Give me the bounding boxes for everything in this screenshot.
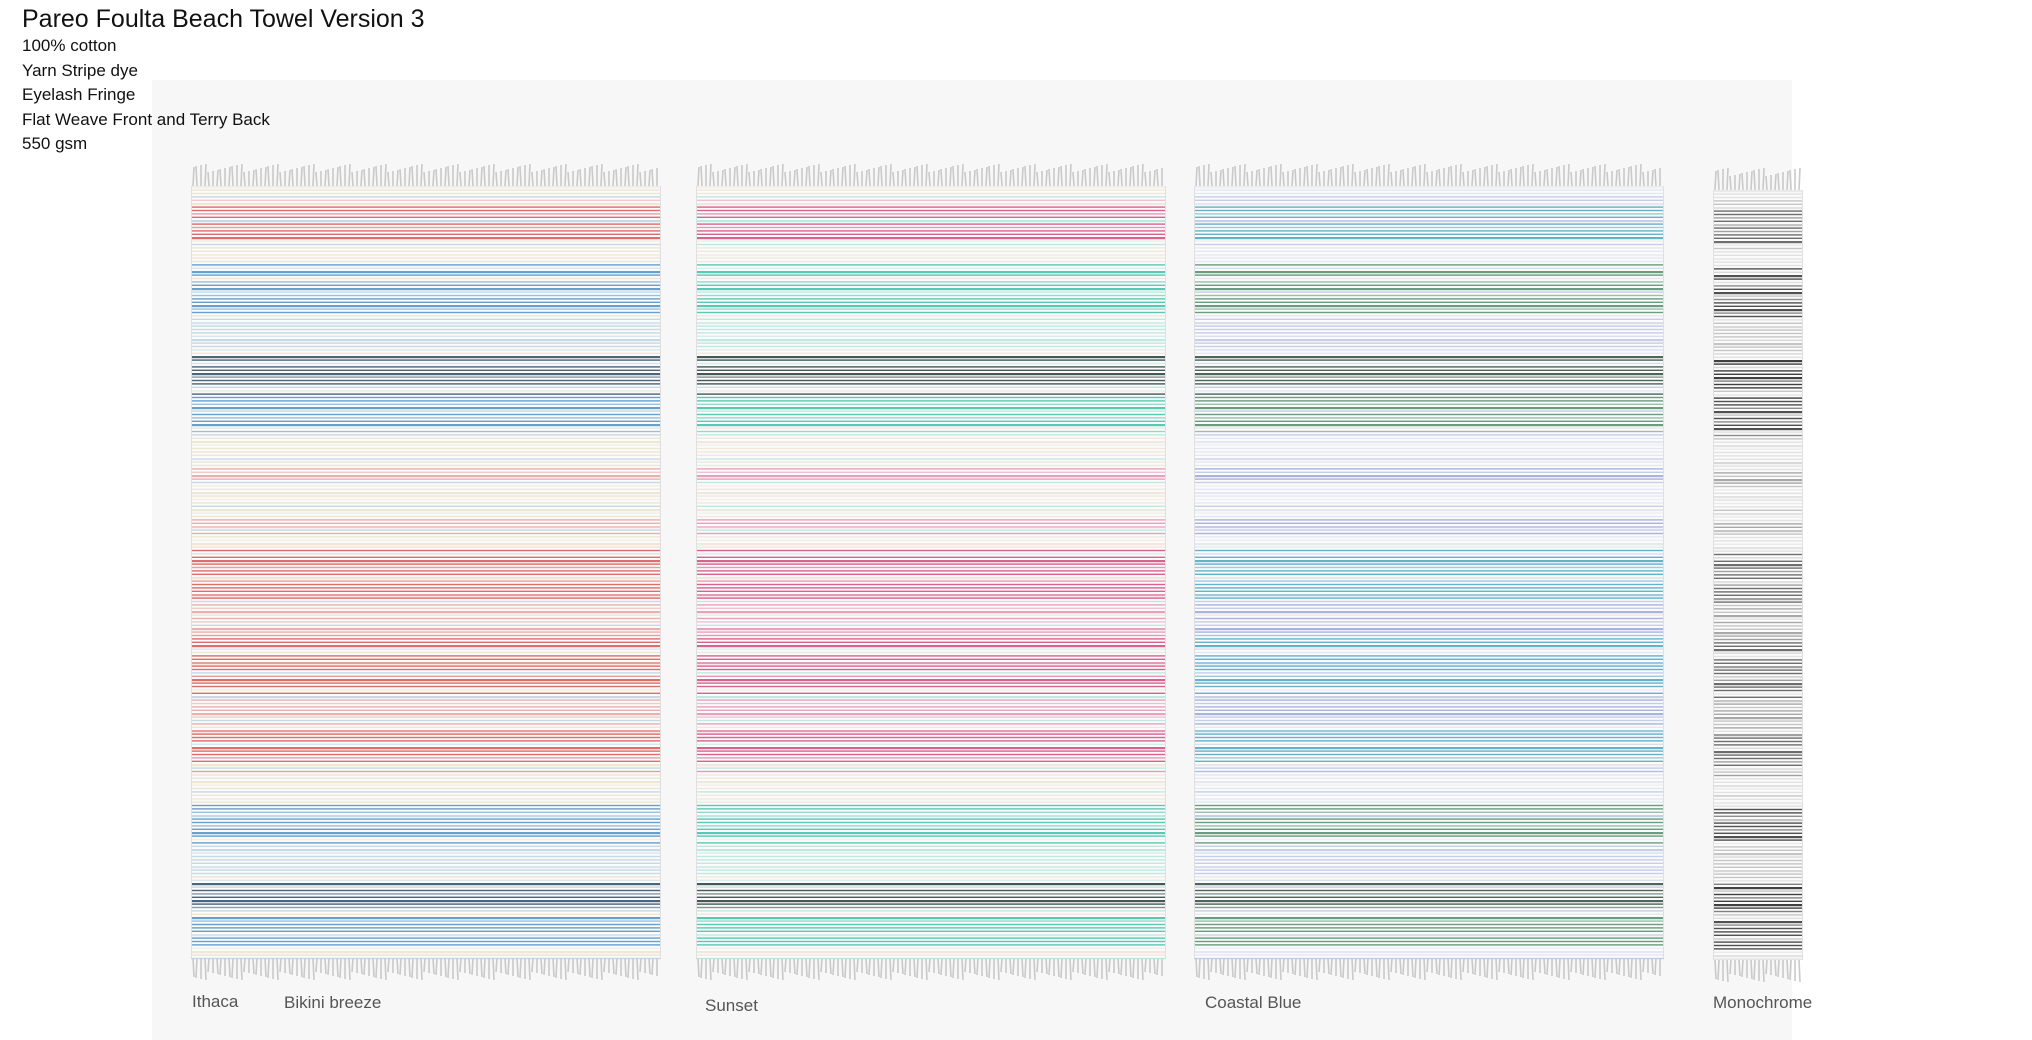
towel-coastal-blue-image (1194, 163, 1664, 981)
towel-monochrome-image (1713, 167, 1803, 983)
spec-weave: Flat Weave Front and Terry Back (22, 109, 270, 129)
spec-dye: Yarn Stripe dye (22, 60, 138, 80)
spec-header: Pareo Foulta Beach Towel Version 3 100% … (22, 4, 425, 157)
page-title: Pareo Foulta Beach Towel Version 3 (22, 5, 425, 33)
label-ithaca: Ithaca (192, 992, 239, 1011)
label-bikini-breeze: Bikini breeze (284, 993, 382, 1012)
label-sunset: Sunset (705, 996, 758, 1015)
label-coastal-blue: Coastal Blue (1205, 993, 1302, 1012)
towel-ithaca-bikini-breeze (191, 160, 661, 984)
towel-sunset-image (696, 163, 1166, 981)
towel-monochrome (1713, 164, 1803, 986)
label-monochrome: Monochrome (1713, 993, 1813, 1012)
towel-coastal-blue (1194, 160, 1664, 984)
spec-material: 100% cotton (22, 36, 117, 55)
spec-weight: 550 gsm (22, 134, 88, 153)
spec-fringe: Eyelash Fringe (22, 85, 136, 104)
towel-ithaca-bikini-breeze-image (191, 163, 661, 981)
towel-sunset (696, 160, 1166, 984)
